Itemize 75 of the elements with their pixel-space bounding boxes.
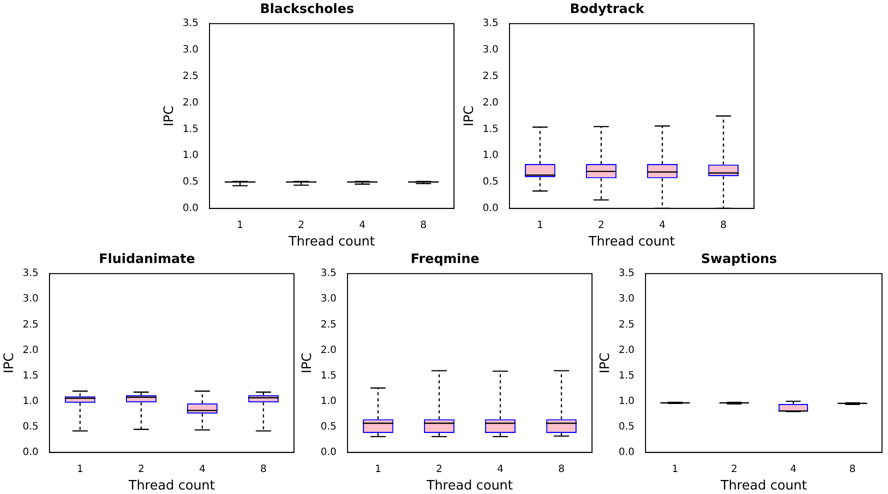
y-tick-label: 2.0: [22, 344, 39, 356]
x-tick-label: 2: [598, 220, 604, 231]
x-tick-label: 1: [672, 464, 678, 475]
x-tick-label: 4: [497, 464, 504, 475]
x-tick-label: 2: [138, 464, 144, 475]
y-tick-label: 3.5: [618, 268, 635, 280]
y-axis-title: IPC: [462, 106, 478, 126]
x-tick-label: 2: [436, 464, 442, 475]
x-tick-label: 1: [536, 220, 544, 231]
y-tick-label: 3.0: [482, 44, 499, 56]
x-axis-title: Thread count: [288, 234, 375, 250]
y-tick-label: 3.5: [482, 18, 499, 30]
y-tick-label: 1.0: [22, 396, 39, 407]
chart-title: Bodytrack: [570, 2, 645, 18]
y-tick-label: 0.0: [320, 446, 337, 458]
y-tick-label: 3.5: [22, 268, 39, 280]
x-tick-label: 2: [731, 464, 738, 475]
y-tick-label: 2.5: [482, 70, 499, 82]
y-tick-label: 2.5: [618, 319, 635, 330]
y-tick-label: 0.5: [320, 421, 337, 432]
x-tick-label: 4: [199, 464, 206, 475]
y-tick-label: 1.5: [22, 370, 39, 382]
y-tick-label: 1.5: [182, 124, 199, 135]
y-tick-label: 2.0: [182, 97, 199, 108]
y-tick-label: 2.0: [618, 344, 635, 356]
y-tick-label: 2.5: [182, 70, 199, 82]
y-axis-title: IPC: [300, 352, 316, 374]
chart-title: Fluidanimate: [98, 252, 196, 268]
y-axis-title: IPC: [598, 352, 614, 374]
x-tick-label: 4: [659, 220, 666, 231]
x-axis-title: Thread count: [588, 234, 675, 250]
y-tick-label: 3.5: [320, 268, 337, 280]
y-tick-label: 0.0: [22, 446, 39, 458]
y-tick-label: 2.5: [22, 319, 39, 330]
y-tick-label: 3.5: [182, 18, 199, 30]
chart-title: Blackscholes: [260, 2, 354, 18]
x-tick-label: 8: [849, 464, 856, 475]
chart-title: Swaptions: [700, 252, 778, 268]
x-tick-label: 4: [790, 464, 796, 475]
x-tick-label: 8: [260, 464, 267, 475]
y-tick-label: 0.5: [618, 421, 635, 432]
y-tick-label: 1.0: [182, 150, 199, 162]
y-tick-label: 1.5: [320, 370, 337, 382]
y-tick-label: 2.0: [320, 344, 337, 356]
y-tick-label: 0.5: [182, 176, 199, 188]
y-tick-label: 0.0: [482, 202, 499, 214]
y-tick-label: 2.5: [320, 319, 337, 330]
y-tick-label: 0.0: [618, 446, 635, 458]
y-tick-label: 1.5: [482, 124, 499, 135]
x-tick-label: 2: [298, 220, 304, 231]
y-tick-label: 2.0: [482, 97, 499, 108]
y-tick-label: 0.5: [482, 176, 499, 188]
x-tick-label: 8: [420, 220, 427, 231]
x-tick-label: 4: [359, 220, 366, 231]
x-axis-title: Thread count: [426, 478, 513, 494]
chart-title: Freqmine: [410, 252, 480, 268]
x-axis-title: Thread count: [720, 478, 807, 494]
x-tick-label: 8: [720, 220, 727, 231]
y-tick-label: 1.0: [482, 150, 499, 162]
y-tick-label: 1.5: [618, 370, 635, 382]
y-tick-label: 1.0: [618, 396, 635, 407]
y-tick-label: 0.0: [182, 202, 199, 214]
y-tick-label: 3.0: [182, 44, 199, 56]
x-tick-label: 1: [374, 464, 382, 475]
y-tick-label: 0.5: [22, 421, 39, 432]
y-tick-label: 3.0: [320, 294, 337, 305]
x-tick-label: 1: [236, 220, 244, 231]
x-tick-label: 8: [558, 464, 565, 475]
y-tick-label: 1.0: [320, 396, 337, 407]
y-tick-label: 3.0: [618, 294, 635, 305]
x-axis-title: Thread count: [128, 478, 215, 494]
y-axis-title: IPC: [2, 352, 18, 374]
x-tick-label: 1: [76, 464, 84, 475]
y-axis-title: IPC: [162, 106, 178, 126]
y-tick-label: 3.0: [22, 294, 39, 305]
